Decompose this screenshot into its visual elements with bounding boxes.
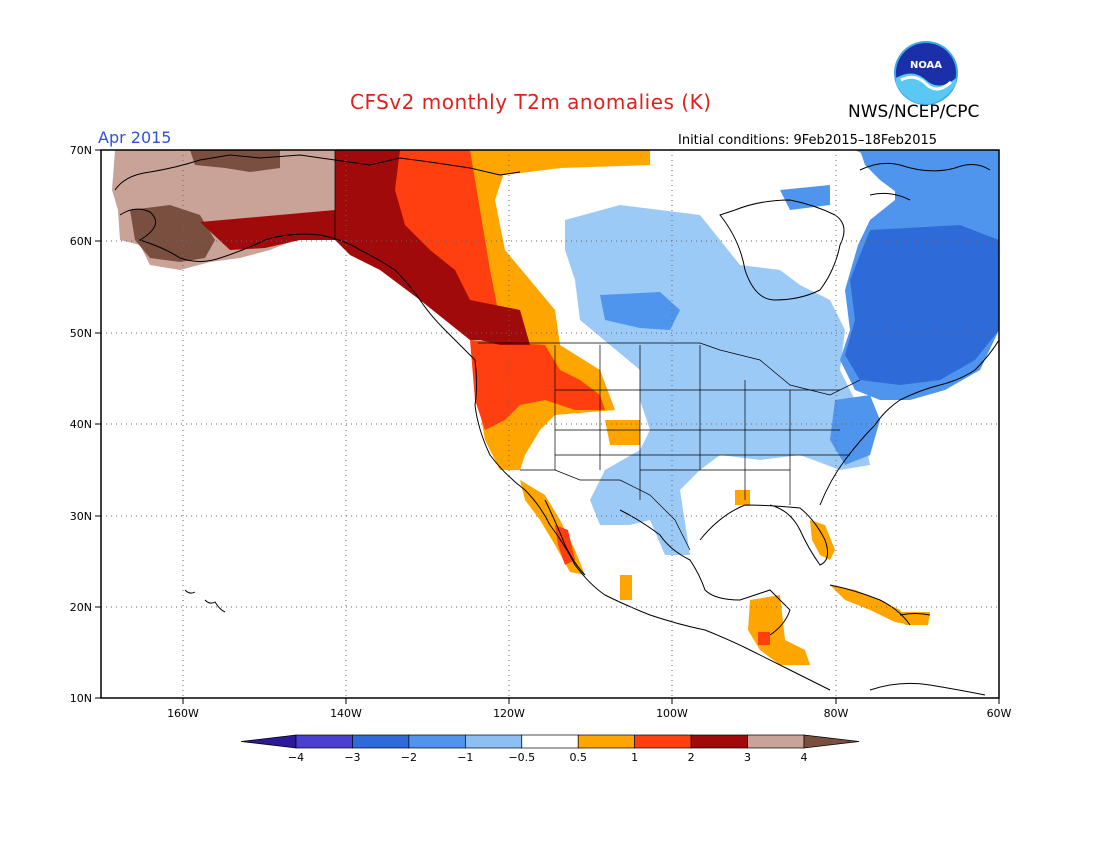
arctic-coast-warm [480, 150, 650, 175]
colorbar-swatch [352, 734, 410, 749]
gulf-coastline [699, 504, 829, 566]
lon-label-80w: 80W [824, 707, 849, 720]
hudson-cold-light [780, 185, 830, 210]
atlantic-coastline [819, 339, 999, 506]
hawaii-islands [184, 589, 226, 613]
colorbar-swatch [634, 734, 692, 749]
south-america-coast [869, 682, 986, 696]
cuba-warm [830, 585, 910, 625]
colorbar-tick-label: 0.5 [569, 751, 587, 764]
lon-label-160w: 160W [167, 707, 199, 720]
prairie-cold [600, 292, 680, 330]
colorbar-tick-label: 2 [688, 751, 695, 764]
colorbar-tick-label: −0.5 [508, 751, 535, 764]
state-lines-horizontal [555, 389, 850, 471]
arctic-islands [859, 162, 991, 201]
forecast-period: Apr 2015 [98, 128, 172, 147]
alaska-hottest-north [190, 150, 280, 172]
arctic-coastline [114, 154, 521, 191]
colorbar-swatch [521, 734, 579, 749]
quebec-cold-strong [845, 225, 999, 385]
state-lines-vertical [554, 345, 791, 505]
colorbar-swatch [408, 734, 466, 749]
new-england-cold [830, 395, 880, 465]
colorbar-swatch [747, 734, 805, 749]
axis-ticks [95, 149, 1000, 704]
lat-label-40n: 40N [70, 418, 92, 431]
colorbar-tick-label: −4 [288, 751, 304, 764]
colorbar-max-triangle [803, 734, 860, 749]
florida-warm [810, 520, 835, 560]
gulf-coast-warm [735, 490, 750, 505]
map-title: CFSv2 monthly T2m anomalies (K) [350, 90, 712, 114]
new-mexico-warm [605, 420, 640, 445]
agency-label: NWS/NCEP/CPC [848, 102, 980, 122]
lon-label-140w: 140W [330, 707, 362, 720]
lon-label-60w: 60W [987, 707, 1012, 720]
colorbar-swatch [295, 734, 353, 749]
colorbar-swatch [690, 734, 748, 749]
pacific-nw-warm [470, 340, 605, 430]
lon-label-100w: 100W [656, 707, 688, 720]
colorbar: −4 −3 −2 −1 −0.5 0.5 1 2 3 4 [240, 734, 860, 764]
hudson-bay [719, 199, 845, 301]
colorbar-tick-label: 3 [744, 751, 751, 764]
logo-text: NOAA [910, 60, 942, 71]
lat-label-70n: 70N [70, 144, 92, 157]
lat-label-20n: 20N [70, 601, 92, 614]
initial-conditions: Initial conditions: 9Feb2015–18Feb2015 [678, 133, 938, 148]
lon-label-120w: 120W [493, 707, 525, 720]
noaa-logo-icon: NOAA [894, 41, 958, 105]
gulf-mexico-coastline [619, 509, 791, 636]
colorbar-tick-label: −2 [401, 751, 417, 764]
yucatan-warm [748, 595, 810, 665]
colorbar-tick-label: 4 [801, 751, 808, 764]
alaska-south-dark [200, 210, 340, 250]
lat-label-10n: 10N [70, 692, 92, 705]
alaska-hottest-region [130, 205, 215, 262]
pacific-nw-strong [470, 300, 530, 345]
colorbar-swatch [464, 734, 523, 749]
colorbar-tick-label: −1 [457, 751, 473, 764]
colorbar-min-triangle [240, 734, 297, 749]
colorbar-tick-label: 1 [631, 751, 638, 764]
colorbar-tick-label: −3 [344, 751, 360, 764]
pacific-coastline [119, 208, 831, 691]
colorbar-swatch [577, 734, 636, 749]
borders [334, 150, 861, 551]
anomaly-field [112, 150, 999, 665]
lat-label-60n: 60N [70, 235, 92, 248]
coastlines [114, 154, 999, 696]
guatemala-warm-strong [758, 632, 770, 645]
central-cold-light [565, 205, 870, 555]
mexico-warm-spot [620, 575, 632, 600]
lat-label-50n: 50N [70, 327, 92, 340]
us-canada-border [478, 342, 861, 396]
lat-label-30n: 30N [70, 510, 92, 523]
baja-coastline [544, 499, 586, 576]
caribbean-islands [829, 584, 931, 626]
